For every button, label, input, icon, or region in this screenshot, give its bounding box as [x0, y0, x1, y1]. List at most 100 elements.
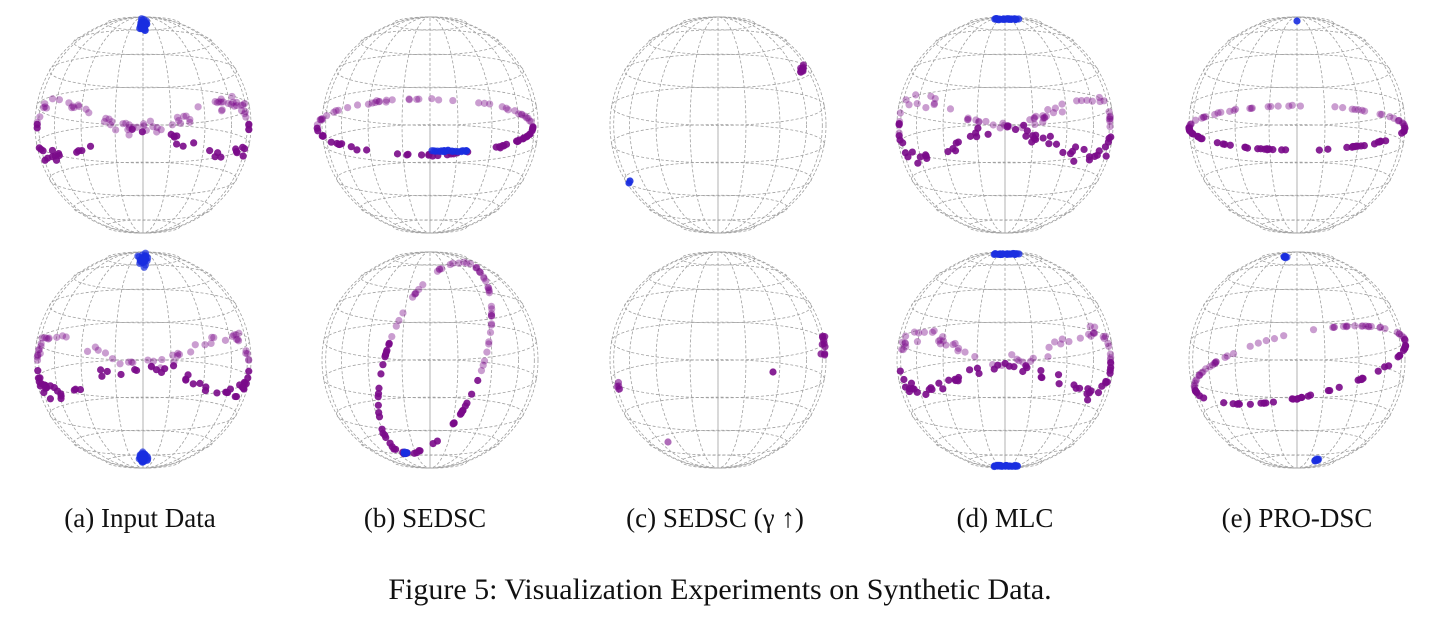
purple-point — [485, 289, 493, 297]
purple-point — [936, 340, 944, 348]
purple-point — [174, 349, 182, 357]
latitude-line — [611, 359, 825, 399]
purple-point — [975, 117, 983, 126]
blue-point — [1015, 250, 1023, 258]
purple-point — [385, 339, 393, 347]
purple-point — [1367, 322, 1375, 331]
purple-point — [375, 97, 384, 106]
purple-point — [1247, 104, 1255, 113]
blue-point — [139, 455, 147, 464]
purple-point — [41, 103, 49, 111]
purple-point — [173, 113, 182, 121]
longitude-line — [114, 16, 172, 234]
purple-point — [386, 439, 394, 447]
purple-point — [68, 104, 76, 112]
blue-point — [1004, 462, 1012, 470]
purple-point — [41, 156, 49, 164]
purple-point — [930, 327, 938, 335]
longitude-line — [1268, 16, 1326, 234]
latitude-line — [624, 53, 812, 89]
purple-point — [170, 358, 178, 366]
blue-point — [1005, 250, 1014, 258]
purple-point — [1229, 350, 1238, 358]
purple-point — [664, 438, 672, 446]
purple-point — [374, 390, 383, 398]
sphere-panel-b-row-1 — [313, 16, 539, 234]
purple-point — [1229, 400, 1237, 408]
purple-point — [1329, 323, 1337, 331]
purple-point — [477, 367, 486, 375]
purple-point — [147, 363, 156, 371]
purple-point — [1400, 335, 1409, 343]
purple-point — [1324, 145, 1332, 153]
purple-point — [1003, 123, 1011, 131]
longitude-line — [629, 251, 807, 469]
purple-point — [939, 333, 947, 341]
purple-point — [230, 102, 238, 110]
purple-point — [157, 126, 165, 134]
sphere-panel-e-row-1 — [1185, 16, 1409, 234]
purple-point — [1401, 341, 1410, 349]
purple-point — [313, 124, 321, 132]
purple-point — [1030, 114, 1038, 123]
purple-point — [1223, 352, 1231, 360]
purple-point — [207, 339, 215, 348]
purple-point — [234, 337, 243, 345]
purple-point — [1086, 322, 1094, 330]
sphere-outline — [321, 251, 539, 469]
purple-point — [1058, 100, 1066, 108]
purple-point — [922, 390, 930, 399]
purple-point — [101, 349, 110, 357]
purple-point — [1230, 106, 1238, 115]
purple-point — [1351, 105, 1359, 114]
purple-point — [323, 112, 331, 120]
latitude-line — [1190, 124, 1404, 164]
purple-point — [1200, 394, 1208, 402]
purple-point — [364, 100, 373, 108]
purple-point — [901, 339, 909, 347]
purple-point — [954, 347, 962, 355]
purple-point — [91, 343, 99, 351]
purple-point — [1248, 104, 1256, 112]
purple-point — [1192, 376, 1201, 384]
purple-point — [1046, 132, 1054, 140]
purple-point — [1198, 114, 1206, 122]
purple-point — [353, 101, 362, 109]
purple-point — [916, 153, 924, 161]
purple-point — [1358, 322, 1366, 330]
purple-point — [1104, 138, 1112, 146]
purple-point — [1342, 322, 1350, 330]
purple-point — [1400, 120, 1408, 128]
purple-point — [172, 140, 181, 148]
purple-point — [34, 367, 42, 375]
purple-point — [390, 445, 398, 453]
purple-point — [1102, 152, 1110, 160]
purple-point — [1354, 142, 1362, 150]
purple-point — [411, 290, 419, 298]
purple-point — [190, 139, 198, 147]
purple-point — [94, 346, 102, 354]
purple-point — [1185, 122, 1194, 131]
purple-point — [241, 107, 249, 116]
purple-point — [504, 106, 512, 114]
purple-point — [1015, 357, 1023, 365]
purple-point — [86, 142, 95, 150]
purple-point — [139, 120, 148, 128]
purple-point — [961, 348, 969, 356]
purple-point — [485, 340, 493, 348]
purple-point — [353, 146, 361, 154]
purple-point — [1106, 122, 1114, 131]
purple-point — [1246, 342, 1254, 350]
purple-point — [1226, 107, 1234, 115]
purple-point — [245, 367, 253, 375]
purple-point — [896, 136, 904, 144]
purple-point — [82, 105, 90, 113]
purple-point — [435, 265, 444, 273]
purple-point — [238, 383, 246, 391]
purple-point — [964, 114, 972, 122]
purple-point — [1099, 333, 1107, 341]
purple-point — [1243, 144, 1252, 152]
purple-point — [399, 309, 407, 317]
purple-point — [189, 380, 197, 388]
purple-point — [242, 349, 250, 357]
